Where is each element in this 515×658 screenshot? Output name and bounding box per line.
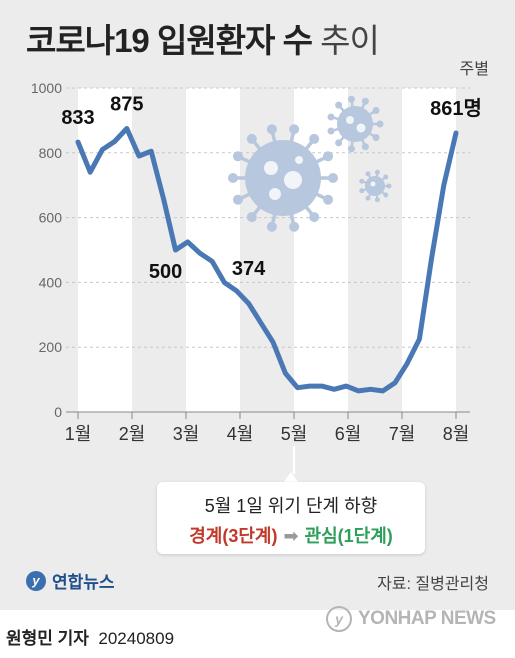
virus-spike-tip bbox=[327, 127, 335, 135]
y-tick-label: 1000 bbox=[31, 80, 62, 96]
virus-spike-tip bbox=[246, 212, 257, 223]
logo-text: 연합뉴스 bbox=[52, 573, 115, 592]
y-tick-label: 400 bbox=[39, 274, 63, 290]
month-band bbox=[78, 88, 132, 412]
virus-spike-tip bbox=[347, 145, 355, 153]
unit-label: 주별 bbox=[459, 61, 489, 78]
data-label: 374 bbox=[232, 258, 266, 280]
yonhap-watermark-icon: y bbox=[326, 606, 352, 632]
virus-large-icon bbox=[245, 140, 321, 216]
x-tick-label: 5월 bbox=[281, 424, 308, 444]
month-band bbox=[402, 88, 456, 412]
line-chart: 0 200 400 600 800 1000 1월 2월 3월 4월 5월 bbox=[31, 80, 482, 474]
virus-spike-tip bbox=[289, 221, 300, 232]
virus-spike-tip bbox=[232, 194, 243, 205]
annotation-callout: 5월 1일 위기 단계 하향 경계(3단계) ➡ 관심(1단계) bbox=[157, 482, 425, 554]
x-tick-label: 1월 bbox=[65, 424, 92, 444]
data-label: 500 bbox=[149, 261, 182, 283]
reporter-name: 원형민 기자 bbox=[6, 629, 89, 648]
level-to: 관심(1단계) bbox=[304, 526, 393, 546]
x-tick-label: 2월 bbox=[119, 424, 146, 444]
yonhap-logo-icon: y bbox=[26, 570, 46, 591]
virus-spike-tip bbox=[372, 106, 380, 114]
level-from: 경계(3단계) bbox=[189, 526, 278, 546]
virus-spike-tip bbox=[383, 192, 389, 198]
chart-card: 코로나19 입원환자 수 추이 주별 0 200 400 600 800 1000 bbox=[0, 0, 515, 610]
x-tick-label: 8월 bbox=[443, 424, 470, 444]
virus-medium-icon bbox=[337, 106, 373, 142]
data-label: 875 bbox=[110, 94, 143, 116]
virus-spike-tip bbox=[309, 133, 320, 144]
month-bands bbox=[78, 88, 456, 412]
virus-spike-tip bbox=[361, 143, 369, 151]
virus-spike-tip bbox=[246, 133, 257, 144]
virus-spike-tip bbox=[328, 173, 338, 183]
x-tick-label: 3월 bbox=[173, 424, 200, 444]
virus-spike-tip bbox=[309, 212, 320, 223]
virus-spike-tip bbox=[335, 101, 343, 109]
virus-spike-tip bbox=[374, 197, 380, 203]
title-main: 코로나19 입원환자 수 bbox=[26, 22, 313, 59]
y-tick-label: 600 bbox=[39, 210, 63, 226]
source-label: 자료: 질병관리청 bbox=[377, 576, 489, 593]
virus-spike-tip bbox=[289, 124, 300, 135]
virus-spike-tip bbox=[359, 178, 365, 184]
virus-spike-tip bbox=[359, 188, 365, 194]
y-tick-label: 200 bbox=[39, 339, 63, 355]
y-axis-ticks: 0 200 400 600 800 1000 bbox=[31, 80, 62, 420]
virus-spike-tip bbox=[383, 174, 389, 180]
virus-illustration bbox=[228, 95, 392, 232]
x-tick-label: 7월 bbox=[389, 424, 416, 444]
virus-spike-tip bbox=[374, 169, 380, 175]
title-sub: 추이 bbox=[320, 22, 380, 59]
byline: 원형민 기자 20240809 bbox=[6, 624, 174, 649]
chart-title: 코로나19 입원환자 수 추이 bbox=[26, 14, 380, 62]
virus-spike-tip bbox=[323, 194, 334, 205]
virus-spike-tip bbox=[323, 151, 334, 162]
watermark: y YONHAP NEWS bbox=[326, 606, 496, 632]
data-labels: 833 875 500 374 861명 bbox=[61, 94, 482, 284]
virus-spike-tip bbox=[376, 120, 384, 128]
virus-spike-tip bbox=[347, 95, 355, 103]
y-tick-label: 0 bbox=[54, 404, 62, 420]
month-band bbox=[294, 88, 348, 412]
series-line bbox=[75, 126, 459, 394]
virus-spike-tip bbox=[335, 139, 343, 147]
grid-lines bbox=[66, 87, 470, 413]
y-tick-label: 800 bbox=[39, 145, 63, 161]
virus-spike-tip bbox=[365, 171, 371, 177]
x-axis-labels: 1월 2월 3월 4월 5월 6월 7월 8월 bbox=[65, 412, 470, 444]
watermark-text: YONHAP NEWS bbox=[358, 608, 496, 629]
virus-spike-tip bbox=[365, 195, 371, 201]
x-tick-label: 6월 bbox=[335, 424, 362, 444]
arrow-right-icon: ➡ bbox=[283, 526, 299, 546]
virus-spike-tip bbox=[327, 113, 335, 121]
virus-spike-tip bbox=[361, 97, 369, 105]
annotation-text: 5월 1일 위기 단계 하향 bbox=[204, 496, 378, 516]
virus-spike-tip bbox=[232, 151, 243, 162]
callout-tail bbox=[283, 472, 299, 483]
virus-spike-tip bbox=[266, 221, 277, 232]
virus-small-icon bbox=[365, 176, 385, 196]
virus-spike-tip bbox=[386, 183, 392, 189]
data-label: 861명 bbox=[430, 97, 482, 120]
virus-spike-tip bbox=[372, 134, 380, 142]
yonhap-logo: y 연합뉴스 bbox=[26, 568, 115, 593]
virus-spike-tip bbox=[228, 173, 238, 183]
publish-date: 20240809 bbox=[98, 629, 175, 648]
data-label: 833 bbox=[61, 107, 94, 129]
x-tick-label: 4월 bbox=[227, 424, 254, 444]
virus-spike-tip bbox=[266, 124, 277, 135]
annotation-levels: 경계(3단계) ➡ 관심(1단계) bbox=[157, 522, 425, 548]
